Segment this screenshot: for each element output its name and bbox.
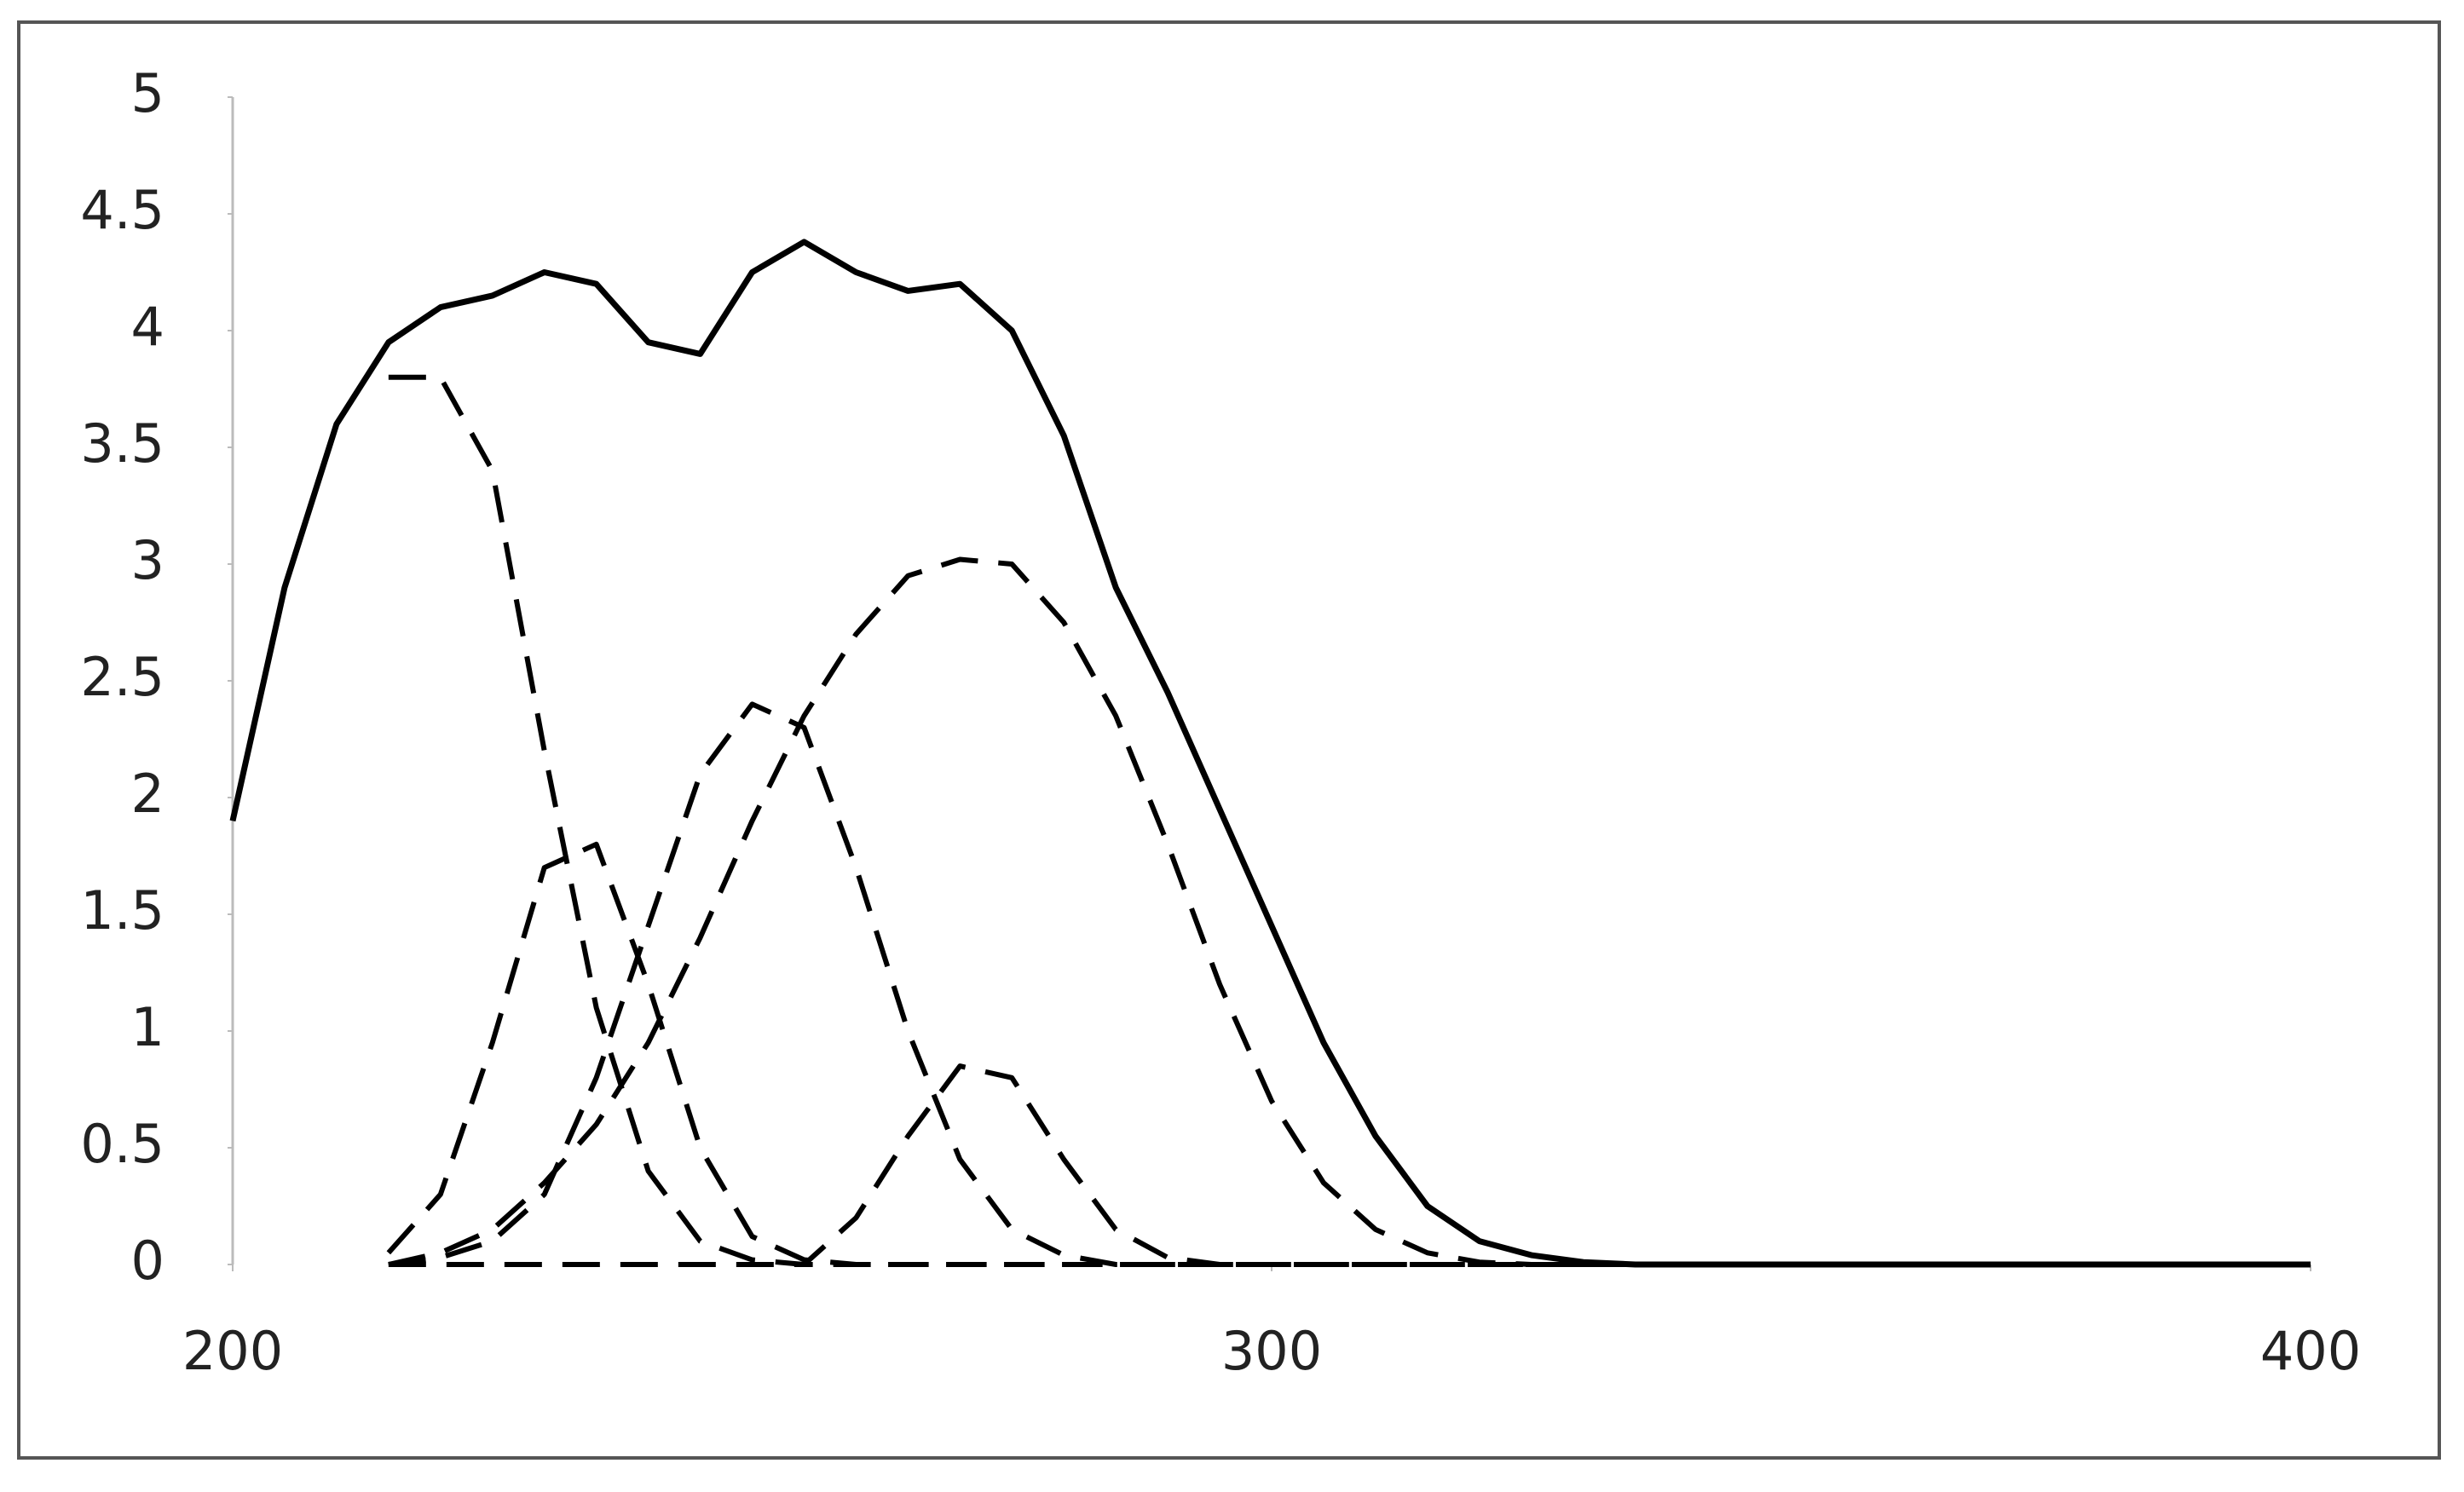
dashed-line <box>388 1063 2311 1267</box>
y-tick-label: 2 <box>131 763 164 825</box>
x-tick-label: 400 <box>2260 1320 2361 1382</box>
x-tick-label: 300 <box>1221 1320 1322 1382</box>
dashed-line <box>388 556 2311 1267</box>
dashed-line <box>388 374 2311 1267</box>
solid-line <box>229 239 2311 1268</box>
y-tick-label: 4.5 <box>80 179 164 241</box>
y-tick-label: 1 <box>131 996 164 1058</box>
x-tick-label: 200 <box>182 1320 283 1382</box>
dashed-line <box>386 841 2311 1267</box>
y-tick-label: 0 <box>131 1230 164 1292</box>
y-tick-label: 4 <box>131 296 164 358</box>
y-tick-label: 1.5 <box>80 879 164 942</box>
y-tick-label: 3.5 <box>80 412 164 475</box>
y-tick-label: 0.5 <box>80 1113 164 1175</box>
dashed-line <box>388 701 2311 1267</box>
y-tick-label: 2.5 <box>80 646 164 708</box>
chart-frame <box>17 20 2441 1460</box>
y-tick-label: 3 <box>131 529 164 591</box>
y-tick-label: 5 <box>131 62 164 124</box>
